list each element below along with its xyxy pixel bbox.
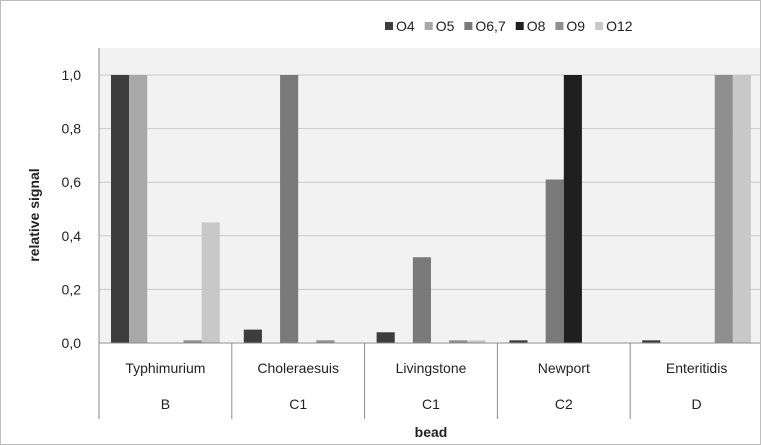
category-label: Newport [538,360,590,376]
y-tick-label: 0,4 [62,228,82,244]
legend-swatch [464,22,473,30]
group-label: D [692,396,702,412]
bar-choleraesuis-o9 [316,340,335,343]
legend-swatch [424,22,433,30]
bar-newport-o8 [563,75,582,343]
y-tick-labels: 0,0 0,2 0,4 0,6 0,8 1,0 [62,67,82,351]
group-label: C2 [555,396,573,412]
axes [98,48,760,419]
legend-label: O5 [436,18,455,34]
bar-enteritidis-o4 [642,340,661,343]
bar-enteritidis-o9 [714,75,733,343]
y-tick-label: 0,6 [62,174,82,190]
bar-typhimurium-o12 [201,222,220,343]
legend-label: O6,7 [475,18,506,34]
bar-livingstone-o9 [449,340,468,343]
y-tick-label: 0,2 [62,281,82,297]
legend-swatch [385,22,393,30]
y-axis-title: relative signal [26,168,42,261]
category-label: Enteritidis [666,360,727,376]
group-label: C1 [422,396,440,412]
category-label: Typhimurium [125,360,205,376]
group-label: C1 [289,396,307,412]
bar-typhimurium-o5 [129,75,148,343]
category-label: Livingstone [396,360,467,376]
bar-typhimurium-o9 [183,340,202,343]
legend-swatch [555,22,564,30]
bars [111,75,751,343]
bar-typhimurium-o4 [111,75,130,343]
bar-livingstone-o4 [376,332,395,343]
y-tick-label: 0,8 [62,121,82,137]
legend-label: O8 [527,18,546,34]
y-tick-label: 1,0 [62,67,82,83]
legend-swatch [595,22,604,30]
bar-choleraesuis-o67 [280,75,299,343]
bar-livingstone-o67 [412,257,431,343]
group-label: B [161,396,170,412]
y-tick-label: 0,0 [62,335,82,351]
legend: O4 O5 O6,7 O8 O9 O12 [385,18,633,34]
legend-label: O4 [396,18,415,34]
bar-newport-o4 [509,340,528,343]
bar-choleraesuis-o4 [243,329,262,343]
legend-swatch [515,22,524,30]
legend-label: O9 [566,18,585,34]
bar-newport-o67 [545,179,564,343]
bar-enteritidis-o12 [732,75,751,343]
category-labels: Typhimurium B Choleraesuis C1 Livingstone C1 N… [125,360,727,412]
bar-livingstone-o12 [467,340,486,343]
x-axis-title: bead [415,424,448,440]
category-label: Choleraesuis [257,360,339,376]
legend-label: O12 [606,18,633,34]
